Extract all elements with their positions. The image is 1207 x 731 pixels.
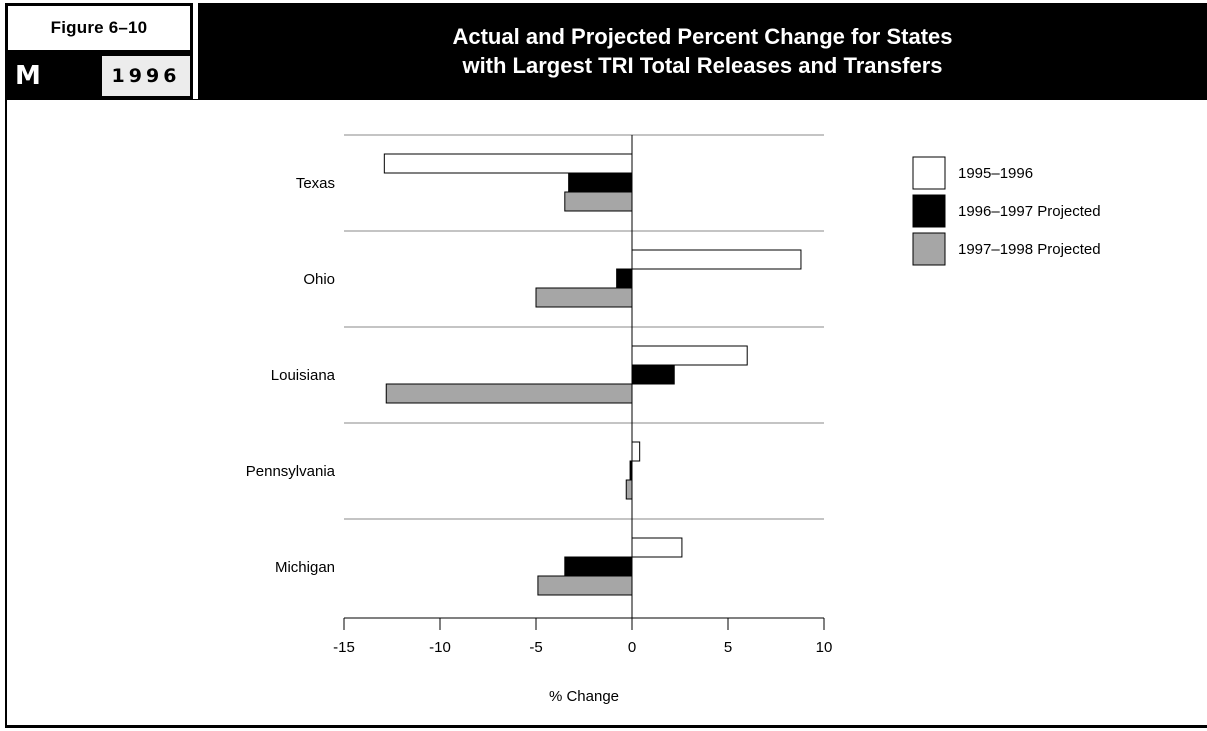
category-label: Texas: [296, 175, 335, 192]
legend-swatch-2: [913, 195, 945, 227]
x-axis-title: % Change: [549, 688, 619, 705]
bar-pennsylvania-series-3: [626, 480, 632, 499]
bar-michigan-series-3: [538, 576, 632, 595]
bar-ohio-series-2: [617, 269, 632, 288]
bar-michigan-series-1: [632, 538, 682, 557]
legend-swatch-1: [913, 157, 945, 189]
legend-label-1: 1995–1996: [958, 165, 1033, 182]
legend-label-2: 1996–1997 Projected: [958, 203, 1101, 220]
bar-louisiana-series-3: [386, 384, 632, 403]
bar-pennsylvania-series-1: [632, 442, 640, 461]
category-label: Louisiana: [271, 367, 336, 384]
bar-louisiana-series-1: [632, 346, 747, 365]
x-tick-label: 10: [816, 639, 833, 656]
bar-texas-series-3: [565, 192, 632, 211]
x-tick-label: 0: [628, 639, 636, 656]
legend-swatch-3: [913, 233, 945, 265]
bar-texas-series-1: [384, 154, 632, 173]
x-tick-label: -5: [529, 639, 542, 656]
bar-louisiana-series-2: [632, 365, 674, 384]
bar-texas-series-2: [569, 173, 632, 192]
bar-ohio-series-3: [536, 288, 632, 307]
category-label: Pennsylvania: [246, 463, 336, 480]
x-tick-label: -10: [429, 639, 451, 656]
category-label: Ohio: [303, 271, 335, 288]
x-tick-label: -15: [333, 639, 355, 656]
category-label: Michigan: [275, 559, 335, 576]
legend-label-3: 1997–1998 Projected: [958, 241, 1101, 258]
bar-michigan-series-2: [565, 557, 632, 576]
x-tick-label: 5: [724, 639, 732, 656]
bar-ohio-series-1: [632, 250, 801, 269]
